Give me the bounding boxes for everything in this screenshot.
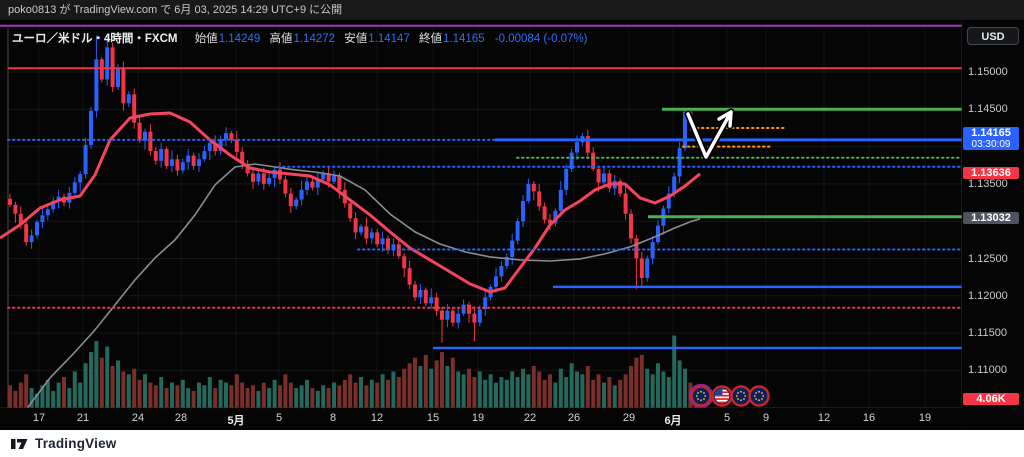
change-value: -0.00084 (-0.07%) [494, 33, 588, 45]
price-axis-label: 1.11500 [968, 327, 1007, 340]
ma-slow-line[interactable] [24, 163, 701, 412]
price-axis-label: 1.15000 [968, 66, 1008, 78]
time-axis-label: 29 [622, 412, 636, 424]
event-icon-eu-flag[interactable] [688, 383, 714, 409]
time-axis-label: 19 [471, 412, 485, 424]
time-axis-label: 21 [76, 412, 90, 424]
volume-bars[interactable] [8, 335, 698, 408]
time-axis-label: 5月 [227, 415, 245, 427]
footer-attribution: TradingView [0, 430, 1024, 457]
time-axis-label: 15 [426, 412, 440, 424]
time-axis-label: 12 [370, 412, 384, 424]
time-axis-label: 26 [567, 412, 581, 424]
price-axis[interactable]: 1.14165 03:30:09 1.13636 1.13032 4.06K 1… [962, 21, 1024, 428]
time-axis-label: 5 [275, 412, 283, 424]
drawn-levels[interactable] [0, 24, 1024, 350]
tradingview-brand[interactable]: TradingView [35, 436, 117, 451]
time-axis-label: 5 [723, 412, 731, 424]
chart-background [0, 21, 1024, 429]
time-axis-label: 28 [174, 412, 188, 424]
price-axis-label: 1.13500 [968, 177, 1008, 190]
event-icon-eu-flag[interactable] [730, 385, 752, 407]
economic-event-icons[interactable] [688, 383, 770, 409]
price-axis-label: 1.14500 [968, 103, 1008, 116]
open-value: 1.14249 [218, 33, 261, 45]
time-axis[interactable]: 17 21 24 28 5月 5 8 12 15 19 22 26 29 6月 5 9 12 16 19 [0, 408, 962, 429]
publish-notice[interactable]: poko0813 が TradingView.com で 6月 03, 2025… [0, 0, 1024, 21]
currency-usd-button[interactable]: USD [967, 27, 1019, 45]
time-axis-label: 17 [32, 412, 46, 424]
event-icon-us-flag[interactable] [711, 385, 733, 407]
publish-notice-text: poko0813 が TradingView.com で 6月 03, 2025… [8, 4, 343, 16]
time-axis-label: 22 [523, 412, 537, 424]
ma-slow-value-badge: 1.13032 [963, 211, 1019, 224]
time-axis-label: 24 [131, 412, 145, 424]
volume-value-badge: 4.06K [963, 393, 1019, 405]
low-label: 安値 [344, 33, 368, 45]
symbol-title[interactable]: ユーロ／米ドル・4時間・FXCM [12, 33, 178, 45]
time-axis-label: 8 [329, 412, 337, 424]
time-axis-label: 6月 [664, 415, 682, 427]
high-label: 高値 [269, 33, 293, 45]
price-axis-label: 1.12500 [968, 252, 1008, 265]
last-price-badge: 1.14165 03:30:09 [963, 127, 1019, 151]
close-value: 1.14165 [443, 33, 485, 45]
tradingview-logo-icon[interactable] [10, 436, 29, 452]
low-value: 1.14147 [368, 33, 410, 45]
time-axis-label: 9 [762, 412, 770, 424]
price-axis-label: 1.11000 [968, 364, 1007, 377]
time-axis-label: 12 [817, 412, 831, 424]
high-value: 1.14272 [293, 33, 336, 45]
close-label: 終値 [419, 33, 443, 45]
price-chart[interactable] [0, 0, 1024, 430]
time-axis-label: 16 [862, 412, 876, 424]
ma-fast-value-badge: 1.13636 [963, 166, 1019, 179]
last-price-value: 1.14165 [971, 127, 1011, 140]
chart-legend: ユーロ／米ドル・4時間・FXCM 始値1.14249 高値1.14272 安値1… [12, 30, 588, 45]
time-axis-label: 19 [918, 412, 932, 424]
ma-fast-line[interactable] [0, 111, 701, 294]
event-icon-eu-flag[interactable] [748, 385, 770, 407]
open-label: 始値 [194, 33, 218, 45]
price-axis-label: 1.12000 [968, 289, 1008, 302]
bar-countdown: 03:30:09 [971, 139, 1011, 151]
arrow-drawing[interactable] [684, 108, 735, 161]
